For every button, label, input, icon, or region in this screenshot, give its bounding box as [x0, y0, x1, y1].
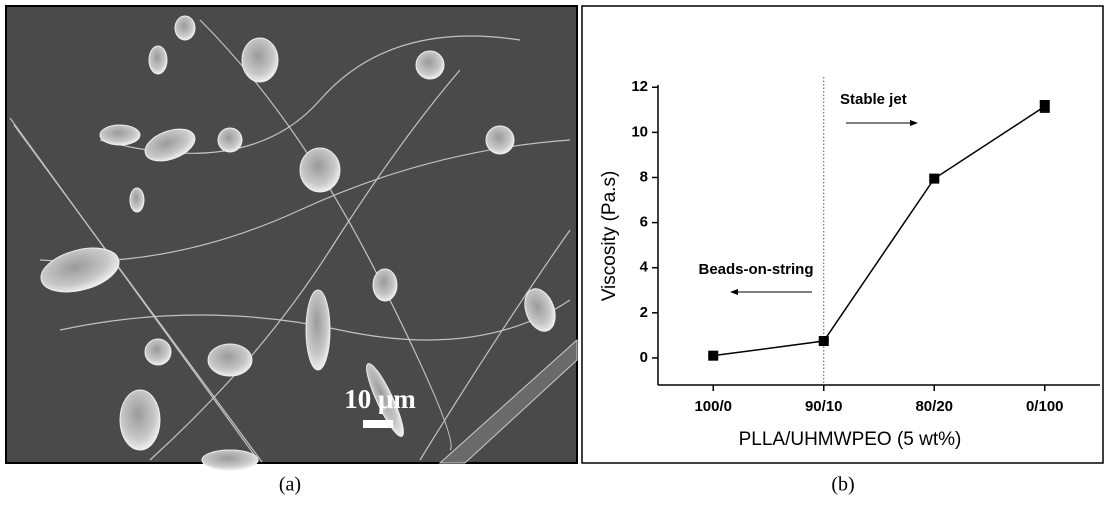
- annotation: Stable jet: [840, 91, 907, 108]
- annotation: Beads-on-string: [698, 261, 813, 278]
- y-tick-label: 4: [640, 259, 649, 276]
- caption: (b): [831, 474, 854, 496]
- scale-bar-label: 10 μm: [344, 384, 416, 414]
- arrow-head: [910, 120, 918, 126]
- y-tick-label: 10: [631, 123, 648, 140]
- chart-frame: [581, 5, 1104, 464]
- x-tick-label: 80/20: [915, 398, 953, 415]
- caption: (a): [279, 474, 301, 496]
- marker: [818, 336, 829, 347]
- arrow-head: [730, 289, 738, 295]
- y-axis-label: Viscosity (Pa.s): [599, 171, 620, 302]
- marker: [1039, 101, 1050, 112]
- y-tick-label: 12: [631, 78, 648, 95]
- x-tick-label: 100/0: [694, 398, 732, 415]
- data-line: [713, 105, 1046, 357]
- x-tick-label: 0/100: [1026, 398, 1064, 415]
- y-tick-label: 8: [640, 168, 648, 185]
- marker: [929, 173, 940, 184]
- x-axis-label: PLLA/UHMWPEO (5 wt%): [739, 429, 962, 450]
- marker: [708, 350, 719, 361]
- x-tick-label: 90/10: [805, 398, 843, 415]
- y-tick-label: 2: [640, 304, 648, 321]
- y-tick-label: 0: [640, 349, 648, 366]
- y-tick-label: 6: [640, 214, 648, 231]
- sem-image: [5, 5, 578, 471]
